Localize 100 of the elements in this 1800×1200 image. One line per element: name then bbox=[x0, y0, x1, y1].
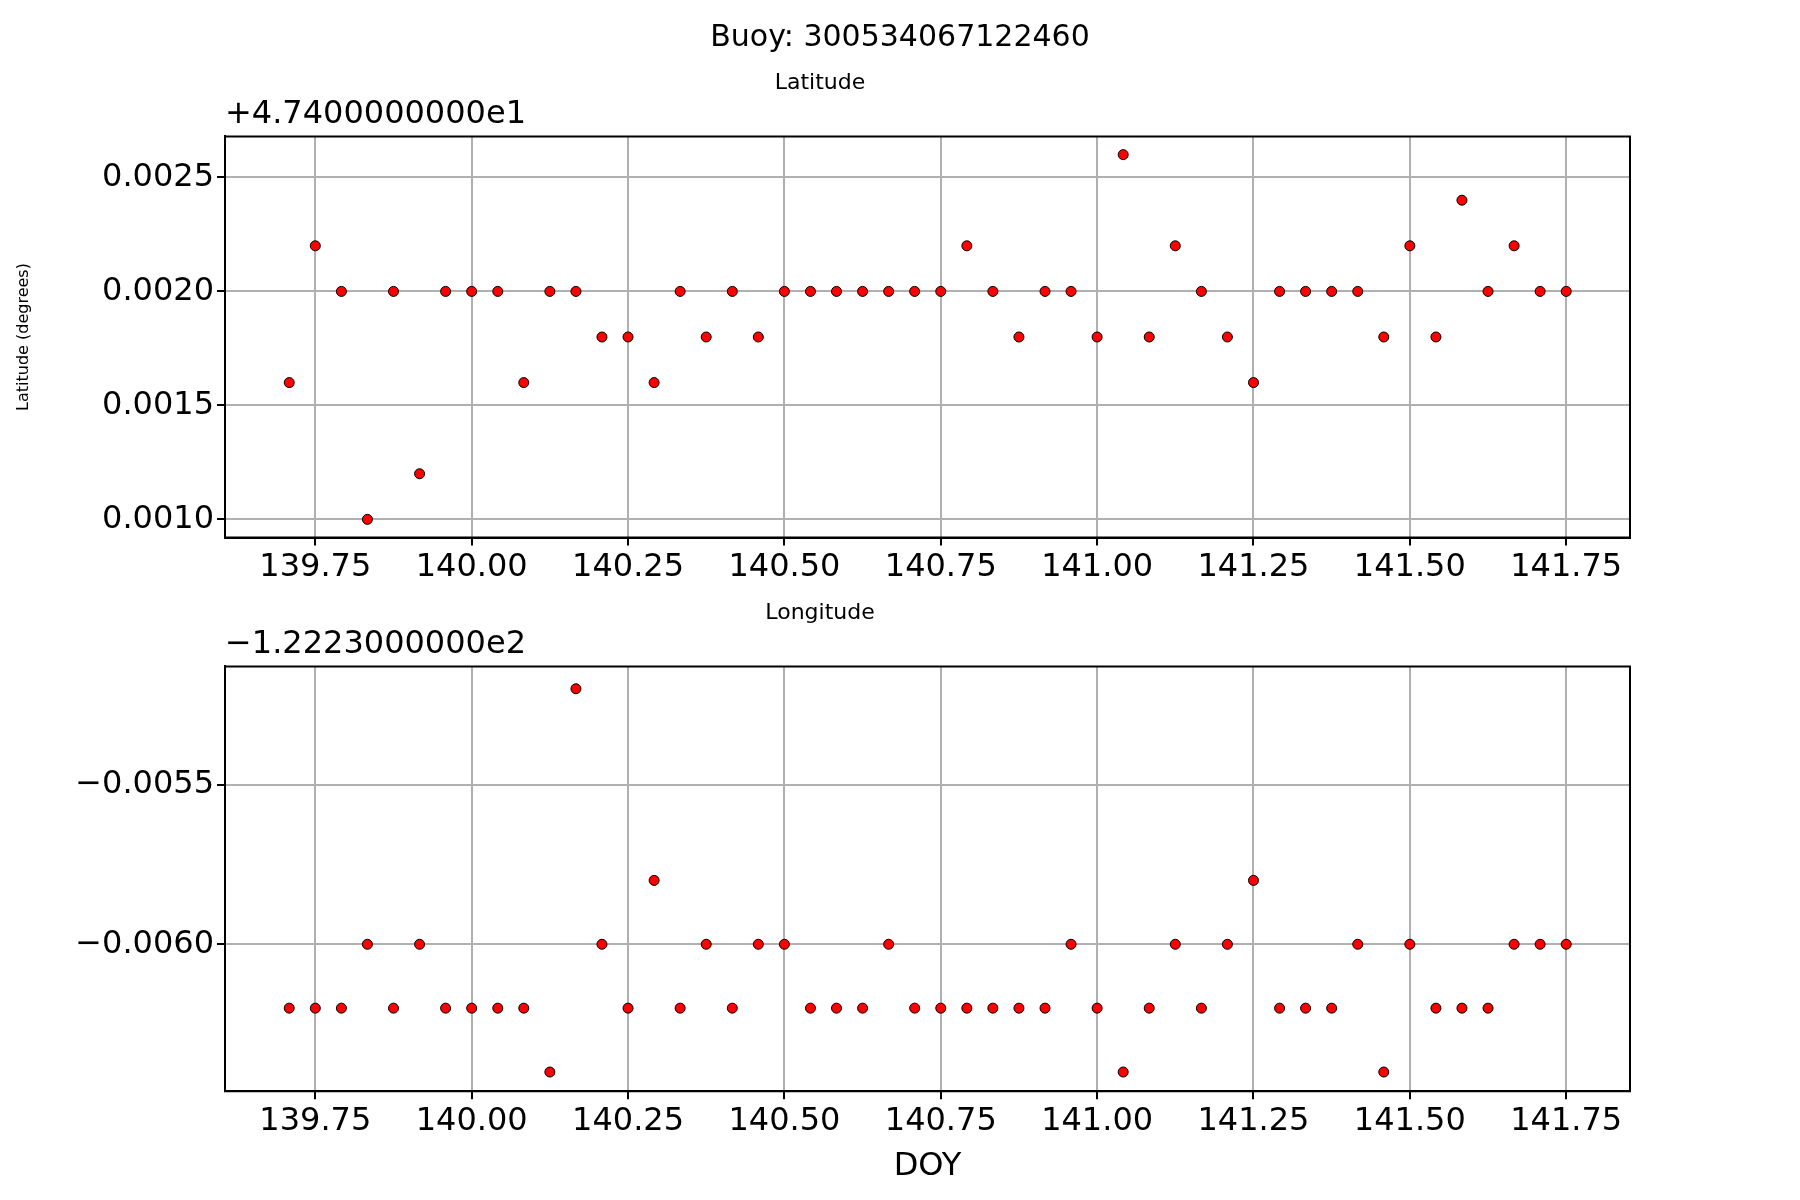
point bbox=[1326, 285, 1338, 297]
point bbox=[1404, 938, 1416, 950]
point bbox=[414, 468, 426, 480]
point bbox=[1065, 938, 1077, 950]
point bbox=[857, 1002, 869, 1014]
point bbox=[361, 938, 373, 950]
x-tick-label: 141.75 bbox=[1510, 546, 1623, 585]
x-tick-label: 140.75 bbox=[884, 1099, 997, 1138]
x-tick-label: 141.25 bbox=[1197, 546, 1310, 585]
x-tick-label: 141.00 bbox=[1041, 546, 1154, 585]
point bbox=[1195, 1002, 1207, 1014]
point bbox=[700, 938, 712, 950]
x-tick-label: 141.75 bbox=[1510, 1099, 1623, 1138]
point bbox=[1456, 1002, 1468, 1014]
point bbox=[1508, 938, 1520, 950]
point bbox=[726, 1002, 738, 1014]
point bbox=[596, 938, 608, 950]
point bbox=[1430, 331, 1442, 343]
point bbox=[544, 285, 556, 297]
point bbox=[492, 285, 504, 297]
point bbox=[518, 1002, 530, 1014]
point bbox=[1534, 285, 1546, 297]
point bbox=[1195, 285, 1207, 297]
x-tick-label: 141.50 bbox=[1353, 546, 1466, 585]
point bbox=[283, 1002, 295, 1014]
point bbox=[1221, 938, 1233, 950]
point bbox=[1300, 1002, 1312, 1014]
point bbox=[1091, 1002, 1103, 1014]
point bbox=[674, 1002, 686, 1014]
point bbox=[1169, 938, 1181, 950]
point bbox=[361, 513, 373, 525]
chart-title: Longitude bbox=[765, 598, 875, 624]
x-tick-label: 141.50 bbox=[1353, 1099, 1466, 1138]
point bbox=[1039, 1002, 1051, 1014]
point bbox=[752, 331, 764, 343]
point bbox=[648, 377, 660, 389]
point bbox=[857, 285, 869, 297]
point bbox=[1482, 1002, 1494, 1014]
point bbox=[492, 1002, 504, 1014]
point bbox=[961, 1002, 973, 1014]
point bbox=[1143, 331, 1155, 343]
point bbox=[1534, 938, 1546, 950]
point bbox=[440, 285, 452, 297]
point bbox=[1221, 331, 1233, 343]
x-tick-label: 140.50 bbox=[728, 546, 841, 585]
point bbox=[752, 938, 764, 950]
point bbox=[648, 874, 660, 886]
point bbox=[1430, 1002, 1442, 1014]
point bbox=[1039, 285, 1051, 297]
point bbox=[1404, 240, 1416, 252]
point bbox=[622, 1002, 634, 1014]
point bbox=[414, 938, 426, 950]
point bbox=[883, 285, 895, 297]
point bbox=[1117, 1066, 1129, 1078]
point bbox=[1560, 285, 1572, 297]
point bbox=[570, 285, 582, 297]
point bbox=[466, 285, 478, 297]
point bbox=[309, 1002, 321, 1014]
y-tick-label: −0.0060 bbox=[75, 922, 214, 961]
x-tick-label: 140.50 bbox=[728, 1099, 841, 1138]
x-tick-label: 140.00 bbox=[415, 1099, 528, 1138]
y-axis-title: Latitude (degrees) bbox=[12, 263, 32, 411]
point bbox=[804, 1002, 816, 1014]
y-tick-label: 0.0025 bbox=[102, 155, 214, 194]
point bbox=[1326, 1002, 1338, 1014]
point bbox=[1117, 149, 1129, 161]
y-tick-label: 0.0020 bbox=[102, 269, 214, 308]
point bbox=[1508, 240, 1520, 252]
text: −1.2223000000e2 bbox=[225, 622, 526, 661]
x-tick-label: 140.25 bbox=[572, 546, 685, 585]
point bbox=[544, 1066, 556, 1078]
point bbox=[335, 1002, 347, 1014]
point bbox=[1300, 285, 1312, 297]
text: +4.7400000000e1 bbox=[225, 92, 526, 131]
point bbox=[570, 683, 582, 695]
point bbox=[466, 1002, 478, 1014]
point bbox=[1560, 938, 1572, 950]
x-tick-label: 140.75 bbox=[884, 546, 997, 585]
point bbox=[1013, 331, 1025, 343]
point bbox=[726, 285, 738, 297]
point bbox=[987, 285, 999, 297]
point bbox=[961, 240, 973, 252]
y-tick-label: −0.0055 bbox=[75, 762, 214, 801]
point bbox=[935, 285, 947, 297]
point bbox=[831, 285, 842, 297]
point bbox=[1013, 1002, 1025, 1014]
point bbox=[388, 1002, 399, 1014]
point bbox=[674, 285, 686, 297]
point bbox=[335, 285, 347, 297]
point bbox=[596, 331, 608, 343]
text: Buoy: 300534067122460 bbox=[709, 18, 1091, 53]
point bbox=[831, 1002, 842, 1014]
point bbox=[909, 1002, 921, 1014]
point bbox=[309, 240, 321, 252]
point bbox=[518, 377, 530, 389]
point bbox=[1456, 194, 1468, 206]
point bbox=[909, 285, 921, 297]
point bbox=[883, 938, 895, 950]
point bbox=[778, 285, 790, 297]
point bbox=[1378, 331, 1390, 343]
